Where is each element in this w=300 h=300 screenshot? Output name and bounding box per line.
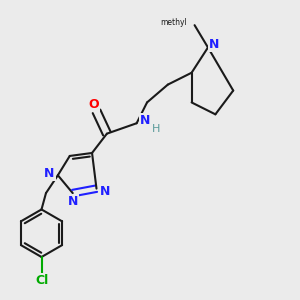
Text: Cl: Cl [35, 274, 48, 287]
Text: methyl: methyl [160, 18, 187, 27]
Text: O: O [89, 98, 99, 111]
Text: N: N [140, 114, 151, 127]
Text: N: N [68, 195, 78, 208]
Text: N: N [44, 167, 55, 180]
Text: N: N [100, 185, 110, 198]
Text: H: H [152, 124, 160, 134]
Text: N: N [209, 38, 220, 51]
